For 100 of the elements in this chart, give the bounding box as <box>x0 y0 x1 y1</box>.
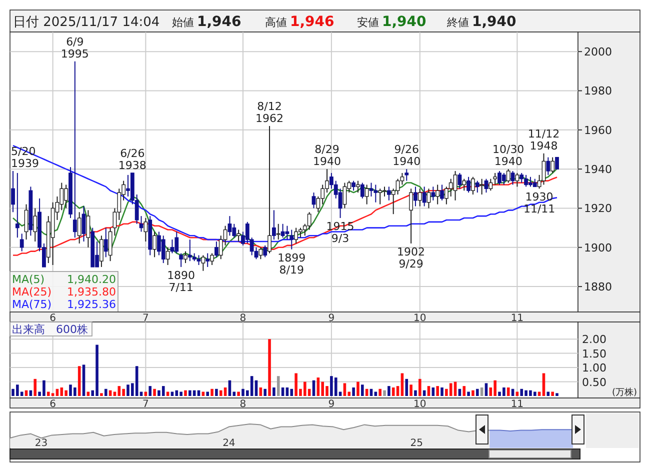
bar <box>542 373 546 396</box>
bar <box>436 386 439 396</box>
bar <box>494 380 496 396</box>
bar <box>188 390 192 396</box>
y-tick-label: 0.50 <box>582 376 606 389</box>
candlestick <box>475 180 480 194</box>
bar <box>148 386 152 396</box>
annotation: 1902 9/29 <box>397 245 426 270</box>
text: 終値 1,940 <box>446 14 517 30</box>
bar <box>378 388 382 396</box>
chart-title: 出来高 600株 <box>12 323 88 336</box>
bar <box>162 386 165 396</box>
bar <box>418 378 422 396</box>
text: MA(75) <box>12 298 52 311</box>
bar <box>356 382 360 396</box>
candlestick <box>440 184 444 201</box>
candlestick <box>550 156 555 174</box>
candlestick <box>458 172 462 190</box>
candlestick <box>20 233 24 252</box>
candlestick <box>515 172 520 188</box>
annotation: 8/12 1962 <box>256 100 284 125</box>
annotation: 10/30 1940 <box>492 143 524 168</box>
candlestick <box>263 244 268 258</box>
y-tick-label: 2.00 <box>582 333 606 346</box>
candlestick <box>338 188 342 219</box>
annotation: 11/12 1948 <box>528 127 560 152</box>
bar <box>219 390 222 396</box>
bar <box>462 386 466 396</box>
candlestick <box>268 125 272 254</box>
candlestick <box>100 235 104 268</box>
candlestick <box>312 192 316 209</box>
candlestick <box>15 172 20 238</box>
bar <box>272 387 276 396</box>
bar <box>82 364 86 396</box>
candlestick <box>179 252 184 268</box>
bar <box>361 384 364 396</box>
bar <box>538 392 541 396</box>
bar <box>215 388 218 396</box>
bar <box>206 392 209 396</box>
bar <box>520 388 524 396</box>
x-tick-label: 7 <box>142 313 149 324</box>
candlestick <box>82 206 86 242</box>
bar <box>237 392 240 396</box>
candlestick <box>174 231 179 254</box>
candlestick <box>396 178 400 196</box>
candlestick <box>166 246 170 266</box>
candlestick <box>510 170 515 186</box>
bar <box>556 393 558 396</box>
x-tick-label: 23 <box>34 438 48 449</box>
bar <box>352 387 355 396</box>
candlestick <box>104 227 108 258</box>
x-tick-label: 9 <box>328 313 335 324</box>
candlestick <box>184 250 188 264</box>
bar <box>170 392 174 396</box>
bar <box>144 392 148 396</box>
candlestick <box>506 168 510 184</box>
annotation: 1899 8/19 <box>278 251 306 276</box>
annotation: 1,925.36 <box>67 298 116 311</box>
candlestick <box>418 188 422 207</box>
bar <box>414 390 417 396</box>
bar <box>290 388 294 396</box>
candlestick <box>139 216 144 232</box>
x-tick-label: 6 <box>50 313 56 324</box>
candlestick <box>86 210 90 248</box>
bar <box>516 392 519 396</box>
x-tick-label: 9 <box>328 399 335 410</box>
candlestick <box>236 229 241 242</box>
bar <box>78 366 81 396</box>
bar <box>140 392 143 396</box>
bar <box>104 388 108 396</box>
y-tick-label: 1.50 <box>582 347 606 360</box>
bar <box>64 390 68 396</box>
annotation: 6/9 1995 <box>60 35 89 60</box>
bar <box>210 388 214 396</box>
bar <box>467 392 470 396</box>
bar <box>405 378 408 396</box>
text: MA(25) <box>12 286 52 298</box>
candlestick <box>546 156 550 176</box>
x-tick-label: 11 <box>510 313 524 324</box>
candlestick <box>555 156 559 170</box>
candlestick <box>11 170 15 213</box>
y-axis-title: (万株) <box>612 387 637 398</box>
candlestick <box>280 223 285 238</box>
candlestick <box>520 172 524 184</box>
y-tick-label: 1900 <box>584 241 612 254</box>
bar <box>268 339 271 396</box>
x-tick-label: 11 <box>510 399 524 410</box>
x-tick-label: 10 <box>414 313 426 324</box>
bar <box>51 393 54 396</box>
candlestick <box>466 176 470 194</box>
bar <box>264 388 266 396</box>
candlestick <box>352 180 356 192</box>
annotation: 1890 7/11 <box>167 268 196 294</box>
candlestick <box>502 172 506 186</box>
bar <box>374 392 378 396</box>
x-tick-label: 7 <box>142 399 149 410</box>
bar <box>166 392 170 396</box>
bar <box>546 392 550 396</box>
text: 高値 1,946 <box>265 14 334 30</box>
candlestick <box>436 184 440 205</box>
